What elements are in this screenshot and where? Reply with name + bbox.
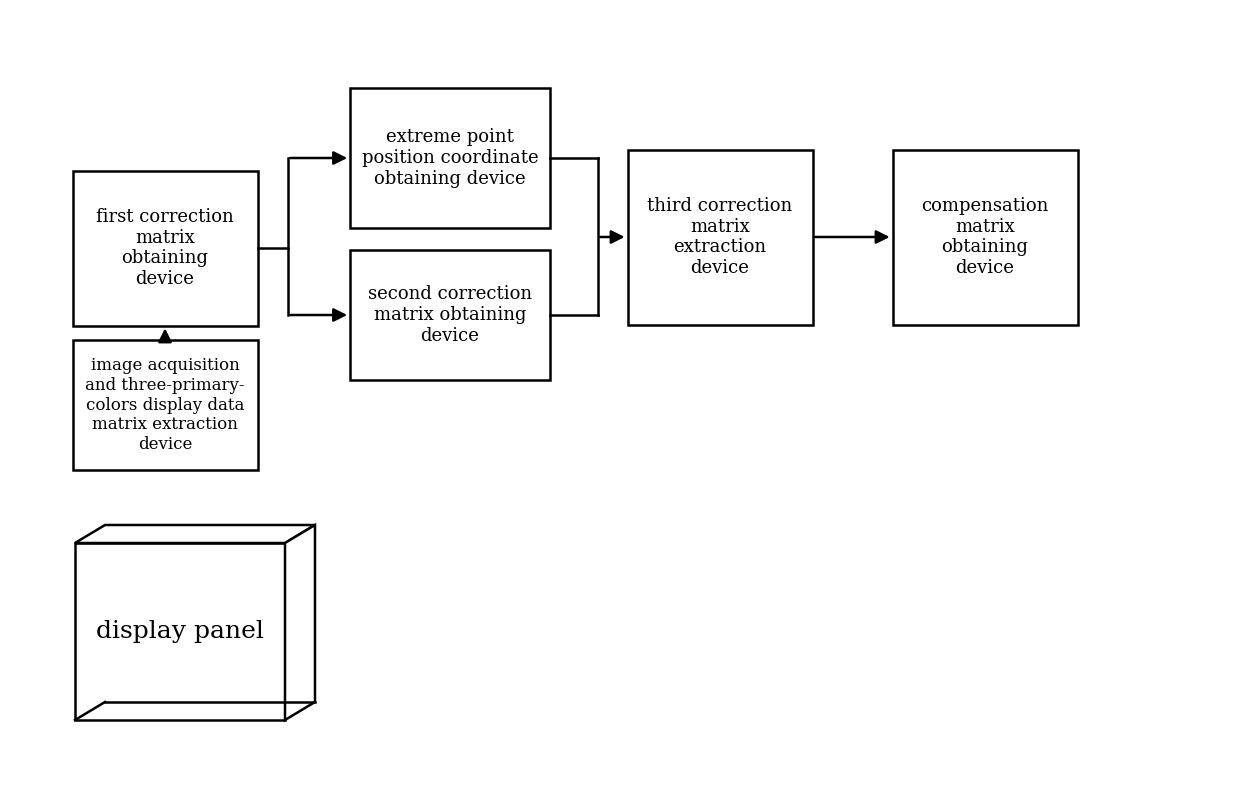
Bar [893, 149, 1078, 325]
Bar [72, 340, 258, 470]
Bar [74, 543, 285, 720]
Bar [72, 171, 258, 326]
Bar [627, 149, 812, 325]
Text: display panel: display panel [95, 620, 264, 643]
Bar [350, 88, 551, 228]
Text: third correction
matrix
extraction
device: third correction matrix extraction devic… [647, 197, 792, 277]
Polygon shape [285, 525, 315, 720]
Polygon shape [74, 525, 315, 543]
Bar [350, 250, 551, 380]
Text: extreme point
position coordinate
obtaining device: extreme point position coordinate obtain… [362, 128, 538, 188]
Text: first correction
matrix
obtaining
device: first correction matrix obtaining device [97, 208, 234, 289]
Text: second correction
matrix obtaining
device: second correction matrix obtaining devic… [368, 285, 532, 345]
Text: compensation
matrix
obtaining
device: compensation matrix obtaining device [921, 197, 1049, 277]
Text: image acquisition
and three-primary-
colors display data
matrix extraction
devic: image acquisition and three-primary- col… [86, 357, 244, 453]
